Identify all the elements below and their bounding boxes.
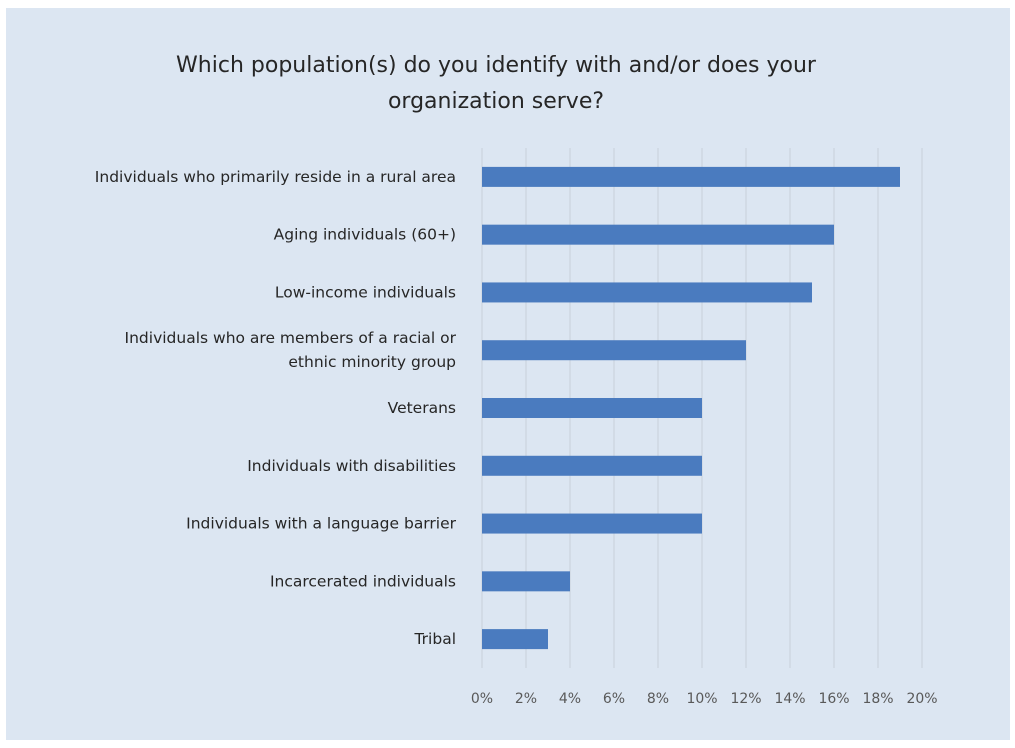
category-label: Individuals with a language barrier: [186, 515, 456, 533]
bar-plot: Individuals who primarily reside in a ru…: [95, 148, 938, 707]
bar: [482, 571, 570, 592]
bar: [482, 282, 812, 303]
category-label: Individuals with disabilities: [247, 457, 456, 475]
chart-title-line-1: Which population(s) do you identify with…: [176, 53, 816, 78]
x-tick-label: 8%: [647, 691, 669, 707]
bar: [482, 224, 834, 245]
category-label: Incarcerated individuals: [270, 572, 456, 590]
x-tick-label: 16%: [818, 691, 849, 707]
category-labels: Individuals who primarily reside in a ru…: [95, 168, 457, 648]
x-tick-labels: 0% 2% 4% 6% 8% 10% 12% 14% 16% 18% 20%: [471, 691, 938, 707]
x-tick-label: 0%: [471, 691, 493, 707]
x-tick-label: 20%: [906, 691, 937, 707]
category-label: Low-income individuals: [275, 283, 456, 301]
chart-title: Which population(s) do you identify with…: [6, 48, 986, 120]
category-label: Individuals who primarily reside in a ru…: [95, 168, 456, 186]
bar: [482, 340, 746, 361]
chart-area: Which population(s) do you identify with…: [6, 8, 1010, 740]
bar: [482, 513, 702, 534]
x-tick-label: 4%: [559, 691, 581, 707]
x-tick-label: 6%: [603, 691, 625, 707]
category-label: Veterans: [388, 399, 456, 417]
category-label: Tribal: [413, 630, 456, 648]
category-label: Individuals who are members of a racial …: [125, 329, 457, 347]
bar: [482, 398, 702, 418]
bars: [482, 166, 900, 650]
x-tick-label: 14%: [774, 691, 805, 707]
x-tick-label: 18%: [862, 691, 893, 707]
bar: [482, 166, 900, 187]
x-tick-label: 2%: [515, 691, 537, 707]
x-tick-label: 12%: [730, 691, 761, 707]
bar: [482, 629, 548, 650]
chart-title-line-2: organization serve?: [387, 89, 605, 114]
category-label: Aging individuals (60+): [274, 226, 456, 244]
bar: [482, 455, 702, 476]
x-tick-label: 10%: [686, 691, 717, 707]
category-label: ethnic minority group: [288, 353, 456, 371]
